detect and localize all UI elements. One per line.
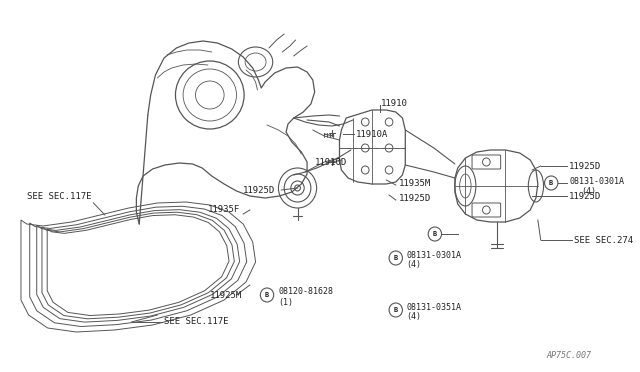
- Text: 11935F: 11935F: [208, 205, 240, 214]
- Text: 11925D: 11925D: [243, 186, 275, 195]
- Text: B: B: [549, 180, 554, 186]
- Text: (1): (1): [278, 298, 294, 308]
- Text: 08131-0301A: 08131-0301A: [406, 250, 461, 260]
- Text: AP75C.007: AP75C.007: [547, 351, 591, 360]
- Text: 08131-0301A: 08131-0301A: [570, 176, 624, 186]
- Text: SEE SEC.117E: SEE SEC.117E: [164, 317, 228, 327]
- Text: 11910D: 11910D: [315, 157, 347, 167]
- Text: B: B: [265, 292, 269, 298]
- Text: (4): (4): [582, 186, 596, 196]
- Text: 11925M: 11925M: [210, 292, 242, 301]
- Text: (4): (4): [406, 260, 421, 269]
- Text: B: B: [433, 231, 437, 237]
- Text: SEE SEC.274: SEE SEC.274: [574, 235, 633, 244]
- Text: 11910: 11910: [381, 99, 408, 108]
- Text: 08120-81628: 08120-81628: [278, 288, 333, 296]
- Text: 11910A: 11910A: [356, 129, 388, 138]
- Text: 11925D: 11925D: [570, 161, 602, 170]
- Text: 11925D: 11925D: [570, 192, 602, 201]
- Text: B: B: [394, 307, 398, 313]
- Text: 08131-0351A: 08131-0351A: [406, 302, 461, 311]
- Text: (4): (4): [406, 312, 421, 321]
- Text: 11925D: 11925D: [399, 193, 431, 202]
- Text: 11935M: 11935M: [399, 179, 431, 187]
- Text: SEE SEC.117E: SEE SEC.117E: [27, 192, 92, 201]
- Text: B: B: [394, 255, 398, 261]
